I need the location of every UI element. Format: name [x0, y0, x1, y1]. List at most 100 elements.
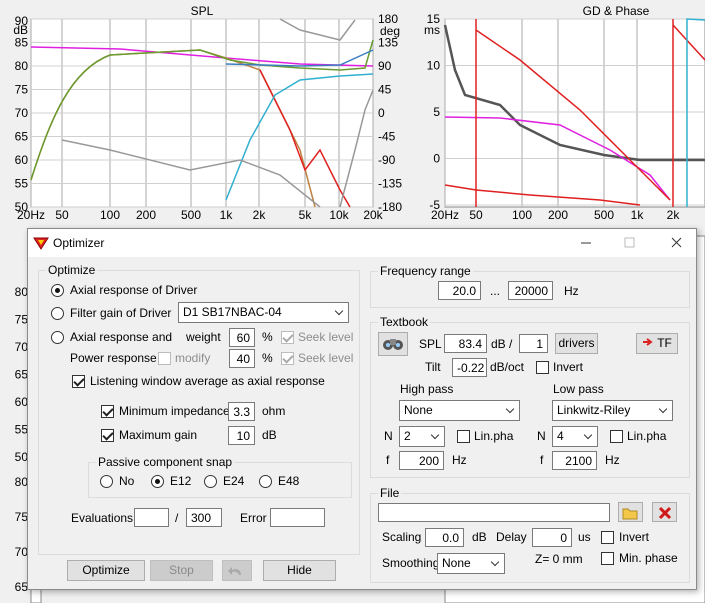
y-tick-label: 10	[427, 59, 441, 73]
power-input[interactable]: 40	[229, 349, 255, 368]
radio[interactable]	[51, 284, 64, 297]
driver-select[interactable]: D1 SB17NBAC-04	[178, 302, 349, 323]
y-tick-label: 60	[15, 153, 29, 167]
label: E24	[223, 474, 245, 488]
y-tick-label: 50	[15, 200, 29, 214]
group-label: Frequency range	[378, 264, 473, 278]
radio[interactable]	[51, 331, 64, 344]
evaluations-input[interactable]	[134, 508, 169, 527]
label: Lin.pha	[474, 429, 514, 443]
checkbox[interactable]	[101, 429, 114, 442]
x-tick-label: 2k	[667, 208, 681, 222]
checkbox[interactable]	[281, 331, 294, 344]
eval-max-input[interactable]: 300	[186, 508, 222, 527]
label: %	[262, 351, 273, 365]
freq-max-input[interactable]: 20000	[508, 281, 553, 300]
gd-title: GD & Phase	[583, 4, 650, 18]
hp-type-select[interactable]: None	[399, 400, 520, 421]
checkbox[interactable]	[601, 531, 614, 544]
checkbox[interactable]	[536, 361, 549, 374]
tilt-input[interactable]: -0.22	[452, 358, 487, 377]
x-tick-label: 50	[469, 208, 483, 222]
label: /	[175, 511, 179, 525]
group-box	[38, 270, 360, 555]
open-button[interactable]	[618, 502, 643, 522]
y-tick-label: 80	[15, 59, 29, 73]
group-box	[370, 271, 690, 308]
file-input[interactable]	[378, 503, 610, 522]
undo-button[interactable]	[222, 560, 252, 581]
maximize[interactable]	[624, 237, 635, 248]
lp-type-select[interactable]: Linkwitz-Riley	[552, 400, 673, 421]
label: N	[537, 429, 546, 443]
label: Min. phase	[619, 551, 678, 565]
label: f	[386, 453, 390, 467]
label: Minimum impedance	[119, 404, 230, 418]
group-label: Passive component snap	[96, 455, 235, 469]
group-label: File	[378, 486, 402, 500]
label: Invert	[619, 530, 650, 544]
y-tick-label: 65	[15, 368, 29, 382]
weight-input[interactable]: 60	[229, 328, 255, 347]
y-tick-label: 60	[15, 395, 29, 409]
checkbox[interactable]	[281, 352, 294, 365]
stop-button[interactable]: Stop	[150, 560, 213, 581]
unit-left: dB	[13, 23, 28, 37]
lp-n-select[interactable]: 4	[552, 426, 598, 447]
lp-f-input[interactable]: 2100	[552, 451, 597, 470]
spl-input[interactable]: 83.4	[444, 334, 487, 353]
checkbox[interactable]	[610, 430, 623, 443]
label: Filter gain of Driver	[70, 306, 172, 320]
checkbox[interactable]	[158, 352, 171, 365]
close[interactable]	[671, 237, 682, 248]
checkbox[interactable]	[101, 405, 114, 418]
x-tick-label: 2k	[253, 208, 267, 222]
hp-n-select[interactable]: 2	[399, 426, 445, 447]
y-tick-label: 85	[15, 36, 29, 50]
label: f	[540, 453, 544, 467]
label: No	[119, 474, 135, 488]
radio[interactable]	[51, 307, 64, 320]
label: Error	[240, 511, 267, 525]
radio[interactable]	[100, 475, 113, 488]
y-tick-label: 65	[15, 580, 29, 594]
radio[interactable]	[204, 475, 217, 488]
max-gain-input[interactable]: 10	[228, 426, 255, 445]
x-tick-label: 10k	[329, 208, 349, 222]
tf-label: TF	[657, 336, 672, 350]
label: Low pass	[553, 382, 604, 396]
optimize-button[interactable]: Optimize	[67, 560, 145, 581]
radio[interactable]	[151, 475, 164, 488]
y-tick-label: 70	[15, 106, 29, 120]
y-tick-label: 80	[15, 475, 29, 489]
y-tick-label: 5	[433, 105, 440, 119]
y-tick-label: 70	[15, 340, 29, 354]
smoothing-select[interactable]: None	[437, 553, 505, 574]
scaling-input[interactable]: 0.0	[425, 528, 464, 547]
hp-f-input[interactable]: 200	[399, 451, 444, 470]
label: dB	[472, 530, 487, 544]
textbook-icon[interactable]	[378, 332, 408, 356]
label: Evaluations	[71, 511, 134, 525]
unit: ms	[424, 23, 440, 37]
radio[interactable]	[259, 475, 272, 488]
tf-button[interactable]: TF	[636, 333, 678, 354]
remove-button[interactable]	[652, 502, 677, 522]
delay-input[interactable]: 0	[532, 528, 572, 547]
checkbox[interactable]	[72, 375, 85, 388]
y-tick-label: 75	[15, 313, 29, 327]
label: Power response	[70, 351, 157, 365]
label: E48	[278, 474, 300, 488]
min-imp-input[interactable]: 3.3	[228, 402, 255, 421]
error-input[interactable]	[270, 508, 325, 527]
y-tick-label: 50	[15, 450, 29, 464]
checkbox[interactable]	[457, 430, 470, 443]
label: Axial response of Driver	[70, 283, 198, 297]
hide-button[interactable]: Hide	[263, 560, 336, 581]
drivers-button[interactable]: drivers	[555, 333, 598, 354]
drivers-input[interactable]: 1	[519, 334, 548, 353]
label: weight	[186, 330, 221, 344]
checkbox[interactable]	[601, 552, 614, 565]
freq-min-input[interactable]: 20.0	[438, 281, 481, 300]
x-tick-label: 20k	[363, 208, 383, 222]
